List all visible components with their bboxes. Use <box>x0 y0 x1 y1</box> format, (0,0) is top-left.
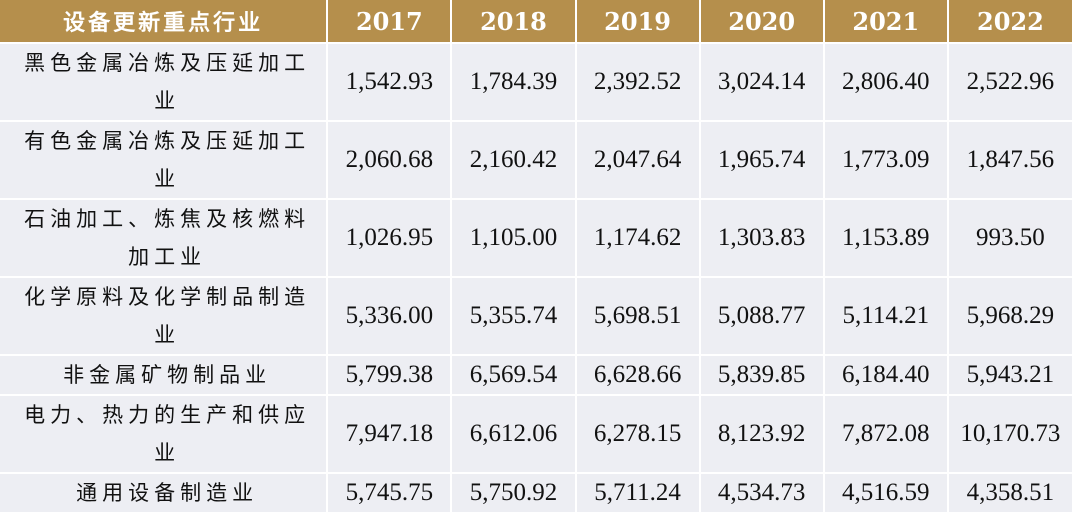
cell-value: 5,968.29 <box>947 276 1072 355</box>
cell-value: 993.50 <box>947 198 1072 277</box>
cell-value: 7,947.18 <box>327 394 453 473</box>
row-label: 有色金属冶炼及压延加工业 <box>0 120 329 199</box>
row-label: 非金属矿物制品业 <box>0 354 329 395</box>
cell-value: 5,799.38 <box>327 354 453 395</box>
cell-value: 6,628.66 <box>575 354 701 395</box>
row-label: 石油加工、炼焦及核燃料加工业 <box>0 198 329 277</box>
table-row: 黑色金属冶炼及压延加工业 1,542.93 1,784.39 2,392.52 … <box>0 42 1072 121</box>
cell-value: 5,745.75 <box>327 472 453 512</box>
cell-value: 1,105.00 <box>451 198 577 277</box>
cell-value: 8,123.92 <box>699 394 825 473</box>
header-year-2022: 2022 <box>947 0 1072 43</box>
header-industry: 设备更新重点行业 <box>0 0 329 43</box>
data-table-container: 设备更新重点行业 2017 2018 2019 2020 2021 2022 黑… <box>0 0 1072 512</box>
header-year-2017: 2017 <box>327 0 453 43</box>
cell-value: 4,358.51 <box>947 472 1072 512</box>
table-row: 石油加工、炼焦及核燃料加工业 1,026.95 1,105.00 1,174.6… <box>0 198 1072 277</box>
table-header-row: 设备更新重点行业 2017 2018 2019 2020 2021 2022 <box>0 0 1072 43</box>
header-year-2021: 2021 <box>823 0 949 43</box>
cell-value: 2,522.96 <box>947 42 1072 121</box>
cell-value: 1,773.09 <box>823 120 949 199</box>
equipment-industry-table: 设备更新重点行业 2017 2018 2019 2020 2021 2022 黑… <box>0 0 1072 512</box>
cell-value: 5,839.85 <box>699 354 825 395</box>
cell-value: 1,026.95 <box>327 198 453 277</box>
page-right-margin <box>1072 0 1080 525</box>
cell-value: 5,355.74 <box>451 276 577 355</box>
cell-value: 7,872.08 <box>823 394 949 473</box>
cell-value: 4,534.73 <box>699 472 825 512</box>
cell-value: 6,612.06 <box>451 394 577 473</box>
cell-value: 6,569.54 <box>451 354 577 395</box>
row-label: 化学原料及化学制品制造业 <box>0 276 329 355</box>
header-year-2020: 2020 <box>699 0 825 43</box>
cell-value: 1,847.56 <box>947 120 1072 199</box>
table-row: 化学原料及化学制品制造业 5,336.00 5,355.74 5,698.51 … <box>0 276 1072 355</box>
table-row: 非金属矿物制品业 5,799.38 6,569.54 6,628.66 5,83… <box>0 354 1072 395</box>
cell-value: 6,184.40 <box>823 354 949 395</box>
cell-value: 1,542.93 <box>327 42 453 121</box>
table-row: 有色金属冶炼及压延加工业 2,060.68 2,160.42 2,047.64 … <box>0 120 1072 199</box>
cell-value: 2,160.42 <box>451 120 577 199</box>
header-year-2019: 2019 <box>575 0 701 43</box>
cell-value: 4,516.59 <box>823 472 949 512</box>
cell-value: 5,711.24 <box>575 472 701 512</box>
cell-value: 6,278.15 <box>575 394 701 473</box>
row-label: 通用设备制造业 <box>0 472 329 512</box>
header-year-2018: 2018 <box>451 0 577 43</box>
cell-value: 1,153.89 <box>823 198 949 277</box>
table-row: 通用设备制造业 5,745.75 5,750.92 5,711.24 4,534… <box>0 472 1072 512</box>
cell-value: 2,047.64 <box>575 120 701 199</box>
table-row: 电力、热力的生产和供应业 7,947.18 6,612.06 6,278.15 … <box>0 394 1072 473</box>
cell-value: 1,784.39 <box>451 42 577 121</box>
cell-value: 5,336.00 <box>327 276 453 355</box>
cell-value: 10,170.73 <box>947 394 1072 473</box>
cell-value: 3,024.14 <box>699 42 825 121</box>
cell-value: 2,392.52 <box>575 42 701 121</box>
cell-value: 2,060.68 <box>327 120 453 199</box>
cell-value: 5,750.92 <box>451 472 577 512</box>
cell-value: 5,943.21 <box>947 354 1072 395</box>
cell-value: 1,174.62 <box>575 198 701 277</box>
cell-value: 5,088.77 <box>699 276 825 355</box>
row-label: 黑色金属冶炼及压延加工业 <box>0 42 329 121</box>
cell-value: 5,114.21 <box>823 276 949 355</box>
row-label: 电力、热力的生产和供应业 <box>0 394 329 473</box>
cell-value: 5,698.51 <box>575 276 701 355</box>
cell-value: 1,965.74 <box>699 120 825 199</box>
cell-value: 2,806.40 <box>823 42 949 121</box>
cell-value: 1,303.83 <box>699 198 825 277</box>
